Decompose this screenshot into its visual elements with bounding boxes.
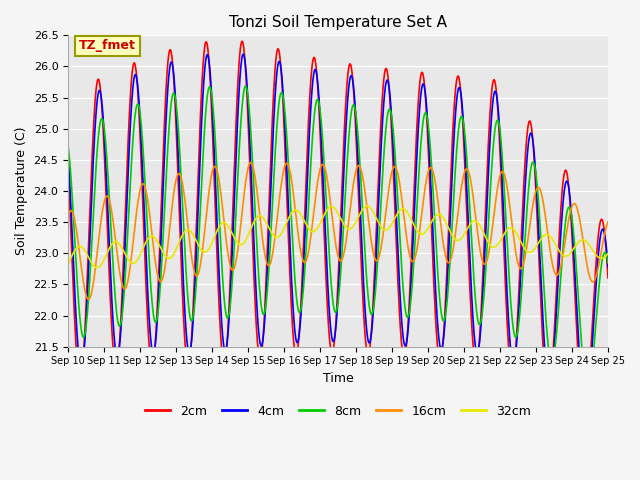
- 16cm: [391, 164, 399, 169]
- Line: 32cm: 32cm: [68, 206, 608, 268]
- 4cm: [215, 266, 223, 272]
- 16cm: [84, 297, 92, 302]
- 16cm: [401, 216, 408, 222]
- 32cm: [364, 203, 371, 209]
- Y-axis label: Soil Temperature (C): Soil Temperature (C): [15, 127, 28, 255]
- 2cm: [553, 279, 561, 285]
- X-axis label: Time: Time: [323, 372, 353, 385]
- 2cm: [604, 273, 612, 278]
- 4cm: [582, 404, 589, 409]
- 4cm: [391, 176, 399, 181]
- 2cm: [604, 275, 612, 281]
- 8cm: [391, 146, 399, 152]
- 4cm: [180, 288, 188, 294]
- 32cm: [604, 251, 612, 256]
- Line: 16cm: 16cm: [68, 163, 608, 300]
- 32cm: [180, 229, 188, 235]
- Legend: 2cm, 4cm, 8cm, 16cm, 32cm: 2cm, 4cm, 8cm, 16cm, 32cm: [140, 400, 536, 423]
- 32cm: [391, 215, 399, 221]
- 16cm: [180, 190, 188, 196]
- Title: Tonzi Soil Temperature Set A: Tonzi Soil Temperature Set A: [229, 15, 447, 30]
- 8cm: [604, 259, 612, 265]
- 4cm: [604, 262, 612, 268]
- 2cm: [400, 354, 408, 360]
- Line: 2cm: 2cm: [68, 41, 608, 415]
- 8cm: [242, 84, 250, 89]
- 2cm: [580, 412, 588, 418]
- 4cm: [400, 341, 408, 347]
- 8cm: [400, 297, 408, 303]
- 8cm: [215, 207, 223, 213]
- 2cm: [180, 320, 188, 325]
- 32cm: [553, 244, 561, 250]
- 2cm: [215, 299, 223, 305]
- 32cm: [215, 224, 223, 230]
- 32cm: [64, 261, 72, 266]
- 32cm: [401, 206, 408, 212]
- 8cm: [604, 260, 612, 266]
- 16cm: [215, 178, 223, 183]
- 8cm: [584, 384, 591, 389]
- 16cm: [553, 272, 561, 278]
- 8cm: [180, 228, 188, 234]
- Line: 4cm: 4cm: [68, 54, 608, 407]
- 8cm: [64, 144, 72, 150]
- 2cm: [391, 201, 399, 207]
- Text: TZ_fmet: TZ_fmet: [79, 39, 136, 52]
- 32cm: [604, 251, 612, 257]
- 16cm: [247, 160, 255, 166]
- 8cm: [553, 327, 561, 333]
- 4cm: [239, 51, 247, 57]
- 4cm: [553, 301, 561, 307]
- 16cm: [64, 214, 72, 219]
- Line: 8cm: 8cm: [68, 86, 608, 386]
- 32cm: [93, 265, 100, 271]
- 2cm: [238, 38, 246, 44]
- 16cm: [604, 219, 612, 225]
- 16cm: [604, 219, 612, 225]
- 4cm: [604, 264, 612, 270]
- 4cm: [64, 150, 72, 156]
- 2cm: [64, 166, 72, 171]
